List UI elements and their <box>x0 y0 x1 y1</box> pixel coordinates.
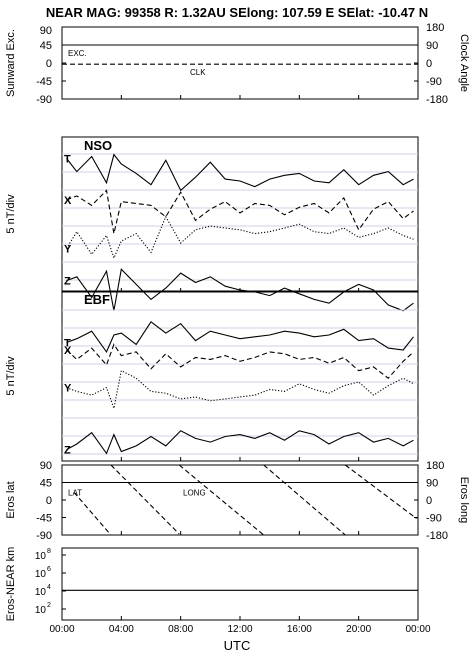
panel-frame <box>61 547 419 621</box>
y-tick-right: 90 <box>426 478 438 490</box>
y-tick-left: -45 <box>36 513 52 525</box>
y-tick-left: -45 <box>36 76 52 88</box>
y-tick-left: 10 <box>35 587 47 598</box>
x-tick-label: 00:00 <box>405 624 430 635</box>
panel-frame <box>61 26 419 100</box>
series-label-x: X <box>64 345 72 357</box>
y-tick-left: 90 <box>40 25 52 37</box>
series-label-lat: LAT <box>68 489 82 498</box>
series-line-z <box>66 268 414 312</box>
ylabel-sunward: Sunward Exc. <box>5 29 17 97</box>
series-line-x <box>66 343 414 379</box>
series-label-z: Z <box>64 445 71 457</box>
x-axis-label: UTC <box>224 638 251 653</box>
figure-title: NEAR MAG: 99358 R: 1.32AU SElong: 107.59… <box>46 5 428 20</box>
series-line-x <box>66 189 414 234</box>
y-tick-right: 0 <box>426 58 432 70</box>
x-tick-label: 20:00 <box>346 624 371 635</box>
panel-frame <box>61 464 419 536</box>
x-tick-label: 00:00 <box>49 624 74 635</box>
y-tick-right: -180 <box>426 530 448 542</box>
y-tick-left: 45 <box>40 478 52 490</box>
y-tick-left: 10 <box>35 605 47 616</box>
y-tick-right: 180 <box>426 460 444 472</box>
x-tick-label: 04:00 <box>109 624 134 635</box>
series-line-z <box>66 430 414 455</box>
x-tick-label: 08:00 <box>168 624 193 635</box>
series-label-y: Y <box>64 383 72 395</box>
ylabel-eros-lat: Eros lat <box>5 481 17 518</box>
series-label-t: T <box>64 153 71 165</box>
panel-ebf: 5 nT/div EBF TX Y Z <box>5 290 419 462</box>
panel-sunward-clock: Sunward Exc. Clock Angle 90 45 0 -45 -90 180 9… <box>5 22 470 106</box>
panel-eros-lat-long: Eros lat Eros long 90 45 0 -45 -90 180 90 0 -90 -… <box>5 460 470 542</box>
panel-frame <box>61 136 419 293</box>
series-label-long: LONG <box>183 489 206 498</box>
ylabel-ebf: 5 nT/div <box>5 356 17 396</box>
panel-nso: 5 nT/div NSO T X Y Z <box>5 136 419 312</box>
series-label-z: Z <box>64 276 71 288</box>
y-tick-left: 0 <box>46 58 52 70</box>
series-line-long <box>73 464 417 536</box>
series-label-clk: CLK <box>190 68 206 77</box>
panel-title-ebf: EBF <box>84 292 110 307</box>
series-line-y <box>66 215 414 260</box>
series-label-t: T <box>64 337 71 349</box>
y-tick-left: 10 <box>35 551 47 562</box>
ylabel-eros-near: Eros-NEAR km <box>5 547 17 622</box>
y-tick-exponent: 8 <box>47 548 51 555</box>
y-tick-right: -90 <box>426 76 442 88</box>
series-label-x: X <box>64 195 72 207</box>
y-tick-exponent: 4 <box>47 584 51 591</box>
ylabel-nso: 5 nT/div <box>5 194 17 234</box>
y-tick-exponent: 2 <box>47 602 51 609</box>
x-tick-label: 16:00 <box>287 624 312 635</box>
ylabel-eros-long: Eros long <box>458 477 470 523</box>
series-line-t <box>66 153 414 192</box>
x-tick-label: 12:00 <box>227 624 252 635</box>
y-tick-right: 0 <box>426 495 432 507</box>
ylabel-clock: Clock Angle <box>458 34 470 92</box>
y-tick-left: 45 <box>40 40 52 52</box>
series-label-exc: EXC. <box>68 49 87 58</box>
series-label-y: Y <box>64 244 72 256</box>
y-tick-right: -90 <box>426 513 442 525</box>
y-tick-exponent: 6 <box>47 566 51 573</box>
y-tick-left: 10 <box>35 569 47 580</box>
y-tick-right: 180 <box>426 22 444 34</box>
y-tick-left: 0 <box>46 495 52 507</box>
series-line-y <box>66 369 414 411</box>
y-tick-right: -180 <box>426 94 448 106</box>
y-tick-right: 90 <box>426 40 438 52</box>
y-tick-left: -90 <box>36 94 52 106</box>
y-tick-left: 90 <box>40 460 52 472</box>
panel-title-nso: NSO <box>84 138 112 153</box>
series-line-t <box>66 321 414 354</box>
y-tick-left: -90 <box>36 530 52 542</box>
